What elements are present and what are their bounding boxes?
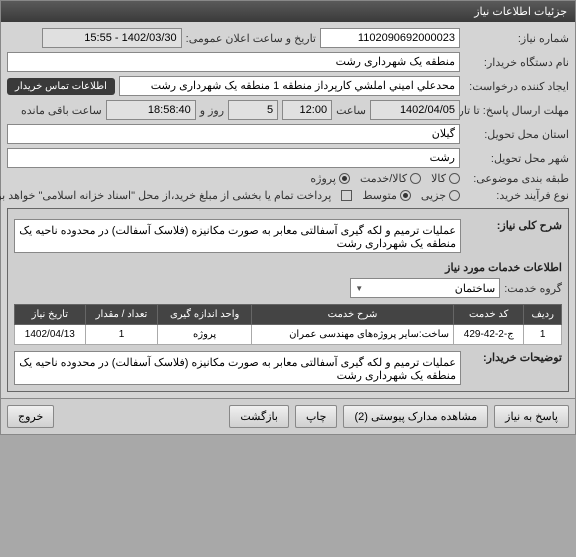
process-radio-group: جزیی متوسط پرداخت تمام یا بخشی از مبلغ خ… — [0, 189, 460, 202]
cell-date: 1402/04/13 — [15, 325, 86, 345]
requester-field[interactable]: محدعلي اميني املشي كارپرداز منطقه 1 منطق… — [119, 76, 460, 96]
requester-label: ایجاد کننده درخواست: — [464, 80, 569, 93]
radio-project[interactable] — [339, 173, 350, 184]
th-code: کد خدمت — [454, 305, 524, 325]
process-label: نوع فرآیند خرید: — [464, 189, 569, 202]
radio-service-label: کالا/خدمت — [360, 172, 407, 185]
group-value: ساختمان — [455, 282, 495, 295]
province-label: استان محل تحویل: — [464, 128, 569, 141]
cell-desc: ساخت:سایر پروژه‌های مهندسی عمران — [251, 325, 453, 345]
need-desc-textarea[interactable] — [14, 219, 461, 253]
city-field[interactable]: رشت — [7, 148, 460, 168]
chevron-down-icon: ▼ — [355, 284, 363, 293]
table-row[interactable]: 1 ج-2-42-429 ساخت:سایر پروژه‌های مهندسی … — [15, 325, 562, 345]
radio-goods[interactable] — [449, 173, 460, 184]
cell-unit: پروژه — [158, 325, 252, 345]
buyer-desc-label: توضیحات خریدار: — [467, 351, 562, 364]
group-label: گروه خدمت: — [504, 282, 562, 295]
radio-medium-label: متوسط — [362, 189, 397, 202]
need-number-field[interactable]: 1102090692000023 — [320, 28, 460, 48]
th-qty: تعداد / مقدار — [85, 305, 158, 325]
time-label: ساعت — [336, 104, 366, 117]
bottom-bar: پاسخ به نیاز مشاهده مدارک پیوستی (2) چاپ… — [1, 398, 575, 434]
content-area: شماره نیاز: 1102090692000023 تاریخ و ساع… — [1, 22, 575, 398]
province-field[interactable]: گیلان — [7, 124, 460, 144]
back-button[interactable]: بازگشت — [229, 405, 289, 428]
category-radio-group: کالا کالا/خدمت پروژه — [310, 172, 460, 185]
th-desc: شرح خدمت — [251, 305, 453, 325]
exit-button[interactable]: خروج — [7, 405, 54, 428]
services-table: ردیف کد خدمت شرح خدمت واحد اندازه گیری ت… — [14, 304, 562, 345]
need-desc-label: شرح کلی نیاز: — [467, 219, 562, 232]
need-number-label: شماره نیاز: — [464, 32, 569, 45]
window-title: جزئیات اطلاعات نیاز — [474, 6, 567, 18]
th-date: تاریخ نیاز — [15, 305, 86, 325]
buyer-org-field[interactable]: منطقه یک شهرداری رشت — [7, 52, 460, 72]
announce-field: 1402/03/30 - 15:55 — [42, 28, 182, 48]
window: جزئیات اطلاعات نیاز شماره نیاز: 11020906… — [0, 0, 576, 435]
payment-checkbox[interactable] — [341, 190, 352, 201]
services-title: اطلاعات خدمات مورد نیاز — [14, 261, 562, 274]
city-label: شهر محل تحویل: — [464, 152, 569, 165]
announce-label: تاریخ و ساعت اعلان عمومی: — [186, 32, 316, 45]
radio-goods-label: کالا — [431, 172, 446, 185]
th-row: ردیف — [524, 305, 562, 325]
remaining-time-field: 18:58:40 — [106, 100, 196, 120]
contact-button[interactable]: اطلاعات تماس خریدار — [7, 78, 115, 95]
days-field: 5 — [228, 100, 278, 120]
radio-medium[interactable] — [400, 190, 411, 201]
remaining-label: ساعت باقی مانده — [21, 104, 102, 117]
description-section: شرح کلی نیاز: اطلاعات خدمات مورد نیاز گر… — [7, 208, 569, 392]
deadline-date-field: 1402/04/05 — [370, 100, 460, 120]
deadline-time-field: 12:00 — [282, 100, 332, 120]
cell-code: ج-2-42-429 — [454, 325, 524, 345]
cell-row: 1 — [524, 325, 562, 345]
group-combo[interactable]: ساختمان ▼ — [350, 278, 500, 298]
radio-service[interactable] — [410, 173, 421, 184]
day-label: روز و — [200, 104, 224, 117]
radio-small-label: جزیی — [421, 189, 446, 202]
buyer-org-label: نام دستگاه خریدار: — [464, 56, 569, 69]
radio-small[interactable] — [449, 190, 460, 201]
radio-project-label: پروژه — [310, 172, 336, 185]
titlebar: جزئیات اطلاعات نیاز — [1, 1, 575, 22]
deadline-label: مهلت ارسال پاسخ: تا تاریخ: — [464, 104, 569, 117]
attachments-button[interactable]: مشاهده مدارک پیوستی (2) — [343, 405, 488, 428]
cell-qty: 1 — [85, 325, 158, 345]
buyer-desc-textarea[interactable] — [14, 351, 461, 385]
payment-note: پرداخت تمام یا بخشی از مبلغ خرید،از محل … — [0, 189, 331, 202]
category-label: طبقه بندی موضوعی: — [464, 172, 569, 185]
reply-button[interactable]: پاسخ به نیاز — [494, 405, 569, 428]
print-button[interactable]: چاپ — [295, 405, 338, 428]
th-unit: واحد اندازه گیری — [158, 305, 252, 325]
